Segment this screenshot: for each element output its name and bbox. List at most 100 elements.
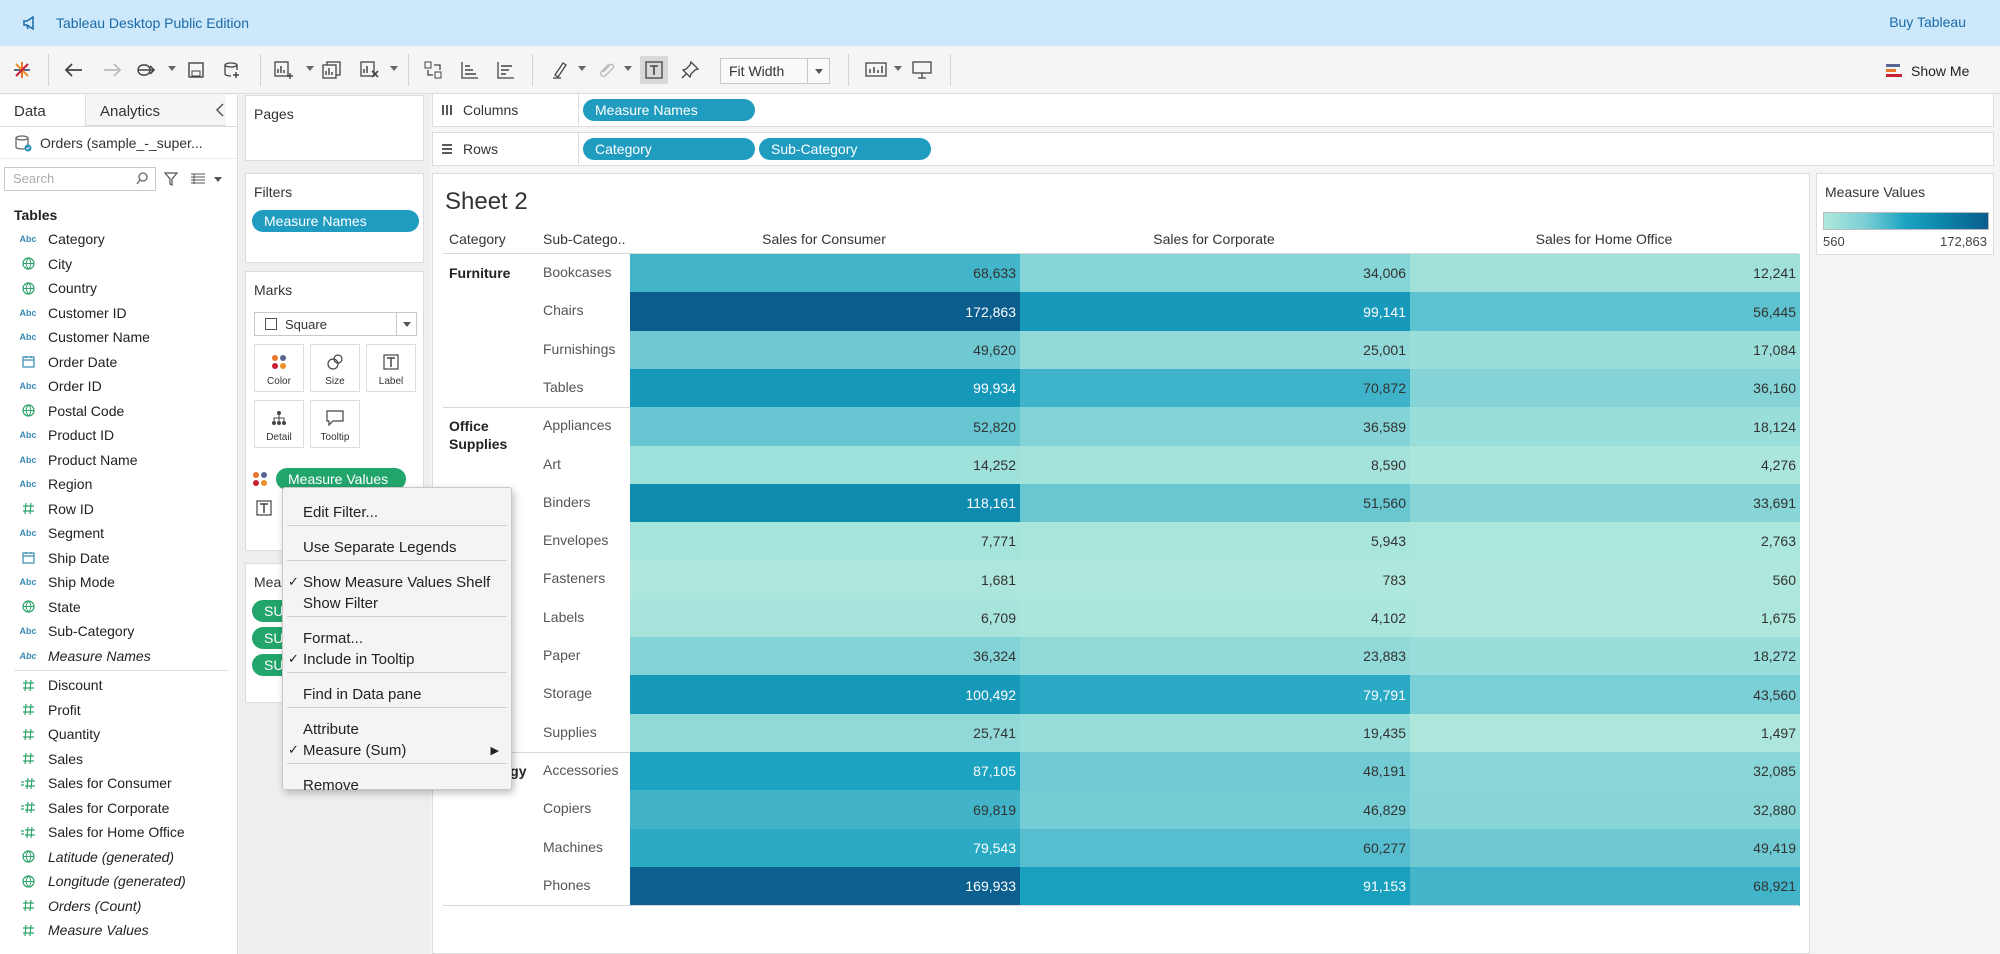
show-me-button[interactable]: Show Me <box>1885 58 1969 84</box>
subcategory-label[interactable]: Bookcases <box>543 264 612 280</box>
field-item[interactable]: Sales <box>0 747 237 772</box>
fix-axes-icon[interactable] <box>676 56 704 84</box>
filters-card[interactable]: Filters Measure Names <box>245 173 424 263</box>
new-data-source-icon[interactable] <box>218 56 246 84</box>
heatmap-cell[interactable]: 36,160 <box>1410 368 1800 408</box>
heatmap-cell[interactable]: 100,492 <box>630 675 1020 715</box>
subcategory-label[interactable]: Fasteners <box>543 570 606 587</box>
heatmap-cell[interactable]: 560 <box>1410 560 1800 600</box>
tab-analytics[interactable]: Analytics <box>86 95 226 126</box>
field-item[interactable]: Abc Segment <box>0 521 237 546</box>
field-item[interactable]: Orders (Count) <box>0 894 237 919</box>
heatmap-cell[interactable]: 5,943 <box>1020 522 1410 561</box>
subcategory-label[interactable]: Labels <box>543 608 585 625</box>
buy-tableau-link[interactable]: Buy Tableau <box>1889 14 1966 30</box>
detail-button[interactable]: Detail <box>254 400 304 448</box>
heatmap-cell[interactable]: 18,124 <box>1410 407 1800 446</box>
menu-item[interactable]: Find in Data pane <box>283 684 511 704</box>
rows-shelf[interactable]: Rows Category Sub-Category <box>432 132 1994 166</box>
mark-pill-measure-values[interactable]: Measure Values <box>276 468 406 490</box>
tab-data[interactable]: Data <box>0 95 86 126</box>
heatmap-cell[interactable]: 18,272 <box>1410 637 1800 676</box>
field-item[interactable]: Profit <box>0 698 237 723</box>
heatmap-cell[interactable]: 6,709 <box>630 598 1020 638</box>
subcategory-label[interactable]: Supplies <box>543 723 597 740</box>
heatmap-cell[interactable]: 60,277 <box>1020 828 1410 868</box>
presentation-mode-icon[interactable] <box>862 56 890 84</box>
duplicate-sheet-icon[interactable] <box>318 56 346 84</box>
filter-icon[interactable] <box>164 172 178 186</box>
field-item[interactable]: State <box>0 595 237 620</box>
field-item[interactable]: Postal Code <box>0 399 237 424</box>
heatmap-cell[interactable]: 99,934 <box>630 368 1020 408</box>
field-item[interactable]: Abc Order ID <box>0 374 237 399</box>
new-worksheet-icon[interactable] <box>270 56 298 84</box>
menu-item[interactable]: Format... <box>283 628 511 648</box>
field-item[interactable]: Sales for Consumer <box>0 771 237 796</box>
redo-icon[interactable] <box>98 56 126 84</box>
heatmap-cell[interactable]: 23,883 <box>1020 637 1410 676</box>
subcategory-label[interactable]: Accessories <box>543 761 619 778</box>
category-label[interactable]: Furniture <box>449 265 511 281</box>
field-item[interactable]: Sales for Corporate <box>0 796 237 821</box>
heatmap-cell[interactable]: 79,791 <box>1020 675 1410 715</box>
field-item[interactable]: Abc Region <box>0 472 237 497</box>
field-item[interactable]: Abc Product ID <box>0 423 237 448</box>
heatmap-cell[interactable]: 69,819 <box>630 790 1020 829</box>
heatmap-cell[interactable]: 8,590 <box>1020 445 1410 485</box>
heatmap-cell[interactable]: 1,681 <box>630 560 1020 600</box>
heatmap-cell[interactable]: 99,141 <box>1020 292 1410 332</box>
menu-item[interactable]: Attribute <box>283 719 511 739</box>
menu-item[interactable]: Show Filter <box>283 593 511 613</box>
filter-pill-measure-names[interactable]: Measure Names <box>252 210 419 232</box>
heatmap-cell[interactable]: 68,921 <box>1410 866 1800 906</box>
field-item[interactable]: Country <box>0 276 237 301</box>
show-mark-labels-icon[interactable] <box>640 56 668 84</box>
heatmap-cell[interactable]: 68,633 <box>630 254 1020 293</box>
heatmap-cell[interactable]: 79,543 <box>630 828 1020 868</box>
heatmap-cell[interactable]: 32,880 <box>1410 790 1800 829</box>
view-list-icon[interactable] <box>190 173 206 185</box>
heatmap-cell[interactable]: 4,102 <box>1020 598 1410 638</box>
heatmap-cell[interactable]: 169,933 <box>630 866 1020 906</box>
subcategory-label[interactable]: Furnishings <box>543 340 616 357</box>
heatmap-cell[interactable]: 51,560 <box>1020 483 1410 523</box>
field-item[interactable]: Abc Category <box>0 227 237 252</box>
field-item[interactable]: Row ID <box>0 497 237 522</box>
undo-icon[interactable] <box>60 56 88 84</box>
field-item[interactable]: Order Date <box>0 350 237 375</box>
fit-width-select[interactable]: Fit Width <box>720 58 830 84</box>
field-item[interactable]: Measure Values <box>0 918 237 943</box>
size-button[interactable]: Size <box>310 344 360 392</box>
row-pill-category[interactable]: Category <box>583 138 755 160</box>
search-input[interactable]: Search <box>4 167 156 191</box>
heatmap-cell[interactable]: 43,560 <box>1410 675 1800 715</box>
heatmap-cell[interactable]: 70,872 <box>1020 368 1410 408</box>
field-item[interactable]: Sales for Home Office <box>0 820 237 845</box>
heatmap-cell[interactable]: 14,252 <box>630 445 1020 485</box>
heatmap-cell[interactable]: 17,084 <box>1410 330 1800 370</box>
color-legend[interactable]: Measure Values 560 172,863 <box>1816 173 1994 255</box>
heatmap-cell[interactable]: 19,435 <box>1020 713 1410 753</box>
heatmap-cell[interactable]: 12,241 <box>1410 254 1800 293</box>
subcategory-label[interactable]: Storage <box>543 685 593 702</box>
column-pill-measure-names[interactable]: Measure Names <box>583 99 755 121</box>
subcategory-label[interactable]: Tables <box>543 378 584 395</box>
heatmap-cell[interactable]: 36,324 <box>630 637 1020 676</box>
heatmap-cell[interactable]: 49,419 <box>1410 828 1800 868</box>
subcategory-label[interactable]: Appliances <box>543 417 612 434</box>
field-item[interactable]: Abc Product Name <box>0 448 237 473</box>
subcategory-label[interactable]: Binders <box>543 493 591 510</box>
row-pill-sub-category[interactable]: Sub-Category <box>759 138 931 160</box>
swap-rows-columns-icon[interactable] <box>420 56 448 84</box>
subcategory-label[interactable]: Copiers <box>543 800 592 817</box>
heatmap-cell[interactable]: 32,085 <box>1410 751 1800 791</box>
menu-item[interactable]: ✓ Measure (Sum) ▶ <box>283 740 511 760</box>
heatmap-cell[interactable]: 783 <box>1020 560 1410 600</box>
sort-descending-icon[interactable] <box>492 56 520 84</box>
clear-sheet-icon[interactable] <box>356 56 384 84</box>
heatmap-cell[interactable]: 33,691 <box>1410 483 1800 523</box>
heatmap-cell[interactable]: 56,445 <box>1410 292 1800 332</box>
label-button[interactable]: Label <box>366 344 416 392</box>
field-item[interactable]: Abc Customer ID <box>0 301 237 326</box>
